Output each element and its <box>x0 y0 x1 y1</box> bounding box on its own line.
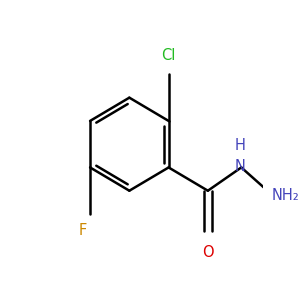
Text: H: H <box>235 138 246 153</box>
Text: N: N <box>235 159 246 174</box>
Text: NH₂: NH₂ <box>272 188 300 202</box>
Text: O: O <box>202 244 214 260</box>
Text: Cl: Cl <box>161 48 176 63</box>
Text: F: F <box>79 223 87 238</box>
